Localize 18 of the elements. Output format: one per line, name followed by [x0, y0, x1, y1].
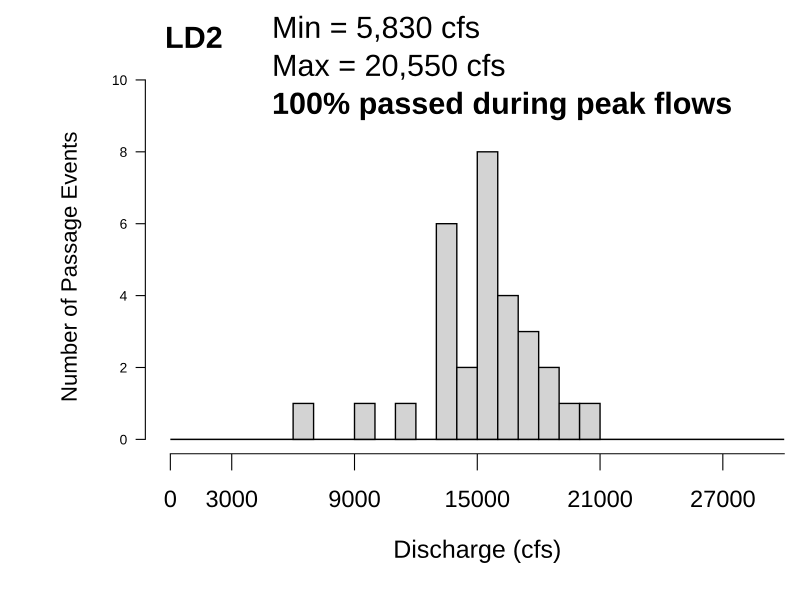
- y-tick-label: 6: [120, 219, 127, 229]
- chart-title: LD2: [167, 26, 222, 48]
- y-tick-label: 8: [120, 147, 127, 157]
- x-tick-label: 0: [164, 490, 176, 508]
- y-axis-title: Number of Passage Events: [60, 132, 82, 400]
- y-tick-label: 2: [120, 362, 127, 373]
- x-tick-label: 21000: [568, 490, 632, 508]
- y-tick-label: 0: [120, 434, 127, 445]
- annotation: 100% passed during peak flows: [274, 92, 731, 120]
- x-tick-label: 9000: [329, 490, 380, 508]
- y-tick-label: 10: [112, 75, 127, 86]
- x-tick-label: 27000: [691, 490, 755, 508]
- x-tick-label: 15000: [446, 490, 510, 508]
- text: Min = 5,830 cfs: [274, 16, 479, 42]
- x-tick-label: 3000: [206, 490, 258, 508]
- y-tick-label: 4: [120, 291, 127, 301]
- x-axis-title: Discharge (cfs): [395, 540, 560, 563]
- text: Max = 20,550 cfs: [274, 54, 504, 80]
